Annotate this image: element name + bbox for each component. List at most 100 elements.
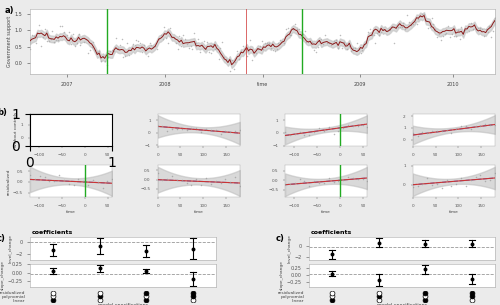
Point [270,48,278,53]
Point [230,67,237,72]
Point [134,38,142,43]
Point [421,267,429,272]
Point [291,181,299,185]
Point [248,58,256,63]
Point [60,30,68,35]
Point [408,185,416,189]
Point [88,45,96,49]
Point [320,128,328,133]
Point [276,38,284,42]
Point [263,41,271,46]
Point [214,57,222,62]
Point [372,41,380,46]
Point [351,45,359,50]
Point [420,12,428,17]
Point [418,12,426,16]
Point [274,41,282,45]
Point [280,41,288,45]
Point [200,38,207,43]
Point [60,178,68,183]
Point [336,33,344,38]
Point [314,45,322,50]
Point [486,178,494,183]
Point [339,125,347,130]
Point [93,50,101,55]
Point [381,28,389,33]
Point [106,48,114,53]
Point [170,35,178,40]
Point [62,34,70,38]
Point [482,179,490,184]
Point [325,41,333,46]
Point [64,32,72,37]
Point [189,246,197,251]
X-axis label: time: time [194,210,203,214]
Point [377,30,385,35]
Point [40,123,48,127]
Point [360,42,368,47]
Point [452,181,460,186]
Y-axis label: Government support: Government support [7,16,12,67]
Point [428,16,436,21]
Point [108,131,116,136]
Point [442,128,450,133]
Point [186,44,194,48]
Point [330,180,338,185]
Point [438,34,446,39]
Point [306,184,314,188]
Point [207,181,215,186]
Point [158,37,166,41]
Point [338,45,346,50]
Point [65,29,73,34]
Point [232,59,239,64]
Point [207,50,215,55]
Point [44,39,52,44]
Point [388,25,396,30]
Point [300,29,308,34]
Point [354,177,362,182]
Point [130,42,138,47]
Point [40,174,48,179]
Point [74,176,82,181]
Point [286,132,294,137]
Point [236,184,244,188]
Point [32,41,40,45]
Point [334,45,342,50]
Point [37,43,45,48]
Point [457,123,465,128]
Point [188,126,196,131]
Point [424,25,432,30]
Point [324,124,332,129]
Point [246,38,254,42]
Point [412,22,420,27]
Point [362,39,370,44]
Point [398,24,406,29]
Point [340,40,347,45]
Point [354,47,362,52]
Point [374,30,382,35]
Point [190,30,198,35]
Point [461,28,469,33]
Y-axis label: without controls: without controls [14,112,18,147]
Point [168,34,176,39]
Point [468,277,476,282]
Point [344,123,352,127]
Point [226,130,234,135]
Point [466,21,474,26]
Point [84,126,92,131]
Point [244,49,252,54]
Point [364,179,372,184]
Point [95,49,103,54]
Point [98,186,106,191]
Point [172,41,179,45]
Point [480,34,488,38]
Point [375,278,383,283]
Point [438,129,446,134]
Point [176,33,184,38]
Point [164,41,172,45]
Point [364,29,372,34]
Point [189,277,197,282]
Point [321,33,329,38]
Point [463,26,471,30]
Point [127,48,135,53]
